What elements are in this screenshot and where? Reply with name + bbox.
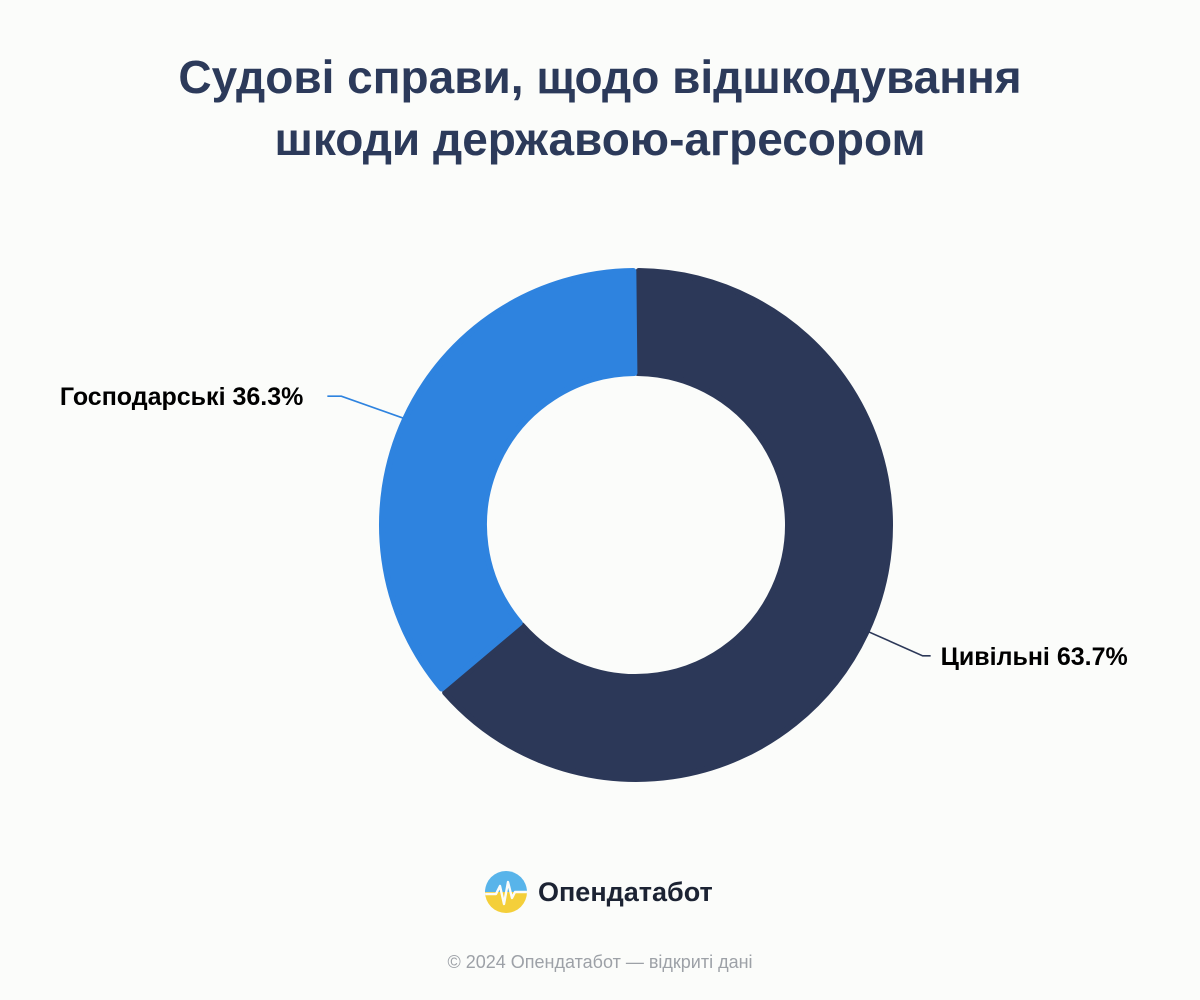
opendatabot-logo-icon — [485, 871, 527, 913]
chart-title-line-2: шкоди державою-агресором — [274, 113, 926, 165]
footer-copyright: © 2024 Опендатабот — відкриті дані — [447, 952, 753, 972]
chart-title-line-1: Судові справи, щодо відшкодування — [178, 51, 1022, 103]
leader-line-tsyvilni — [868, 631, 931, 657]
slice-label-tsyvilni: Цивільні 63.7% — [941, 643, 1128, 671]
leader-line-hospodarski — [327, 395, 404, 419]
brand-logo: Опендатабот — [484, 870, 713, 914]
brand-name: Опендатабот — [538, 876, 713, 907]
donut-slice-hospodarski — [379, 268, 638, 692]
slice-label-hospodarski: Господарські 36.3% — [60, 383, 303, 411]
chart-title: Судові справи, щодо відшкодування шкоди … — [0, 46, 1200, 170]
donut-slice-tsyvilni — [442, 268, 893, 782]
